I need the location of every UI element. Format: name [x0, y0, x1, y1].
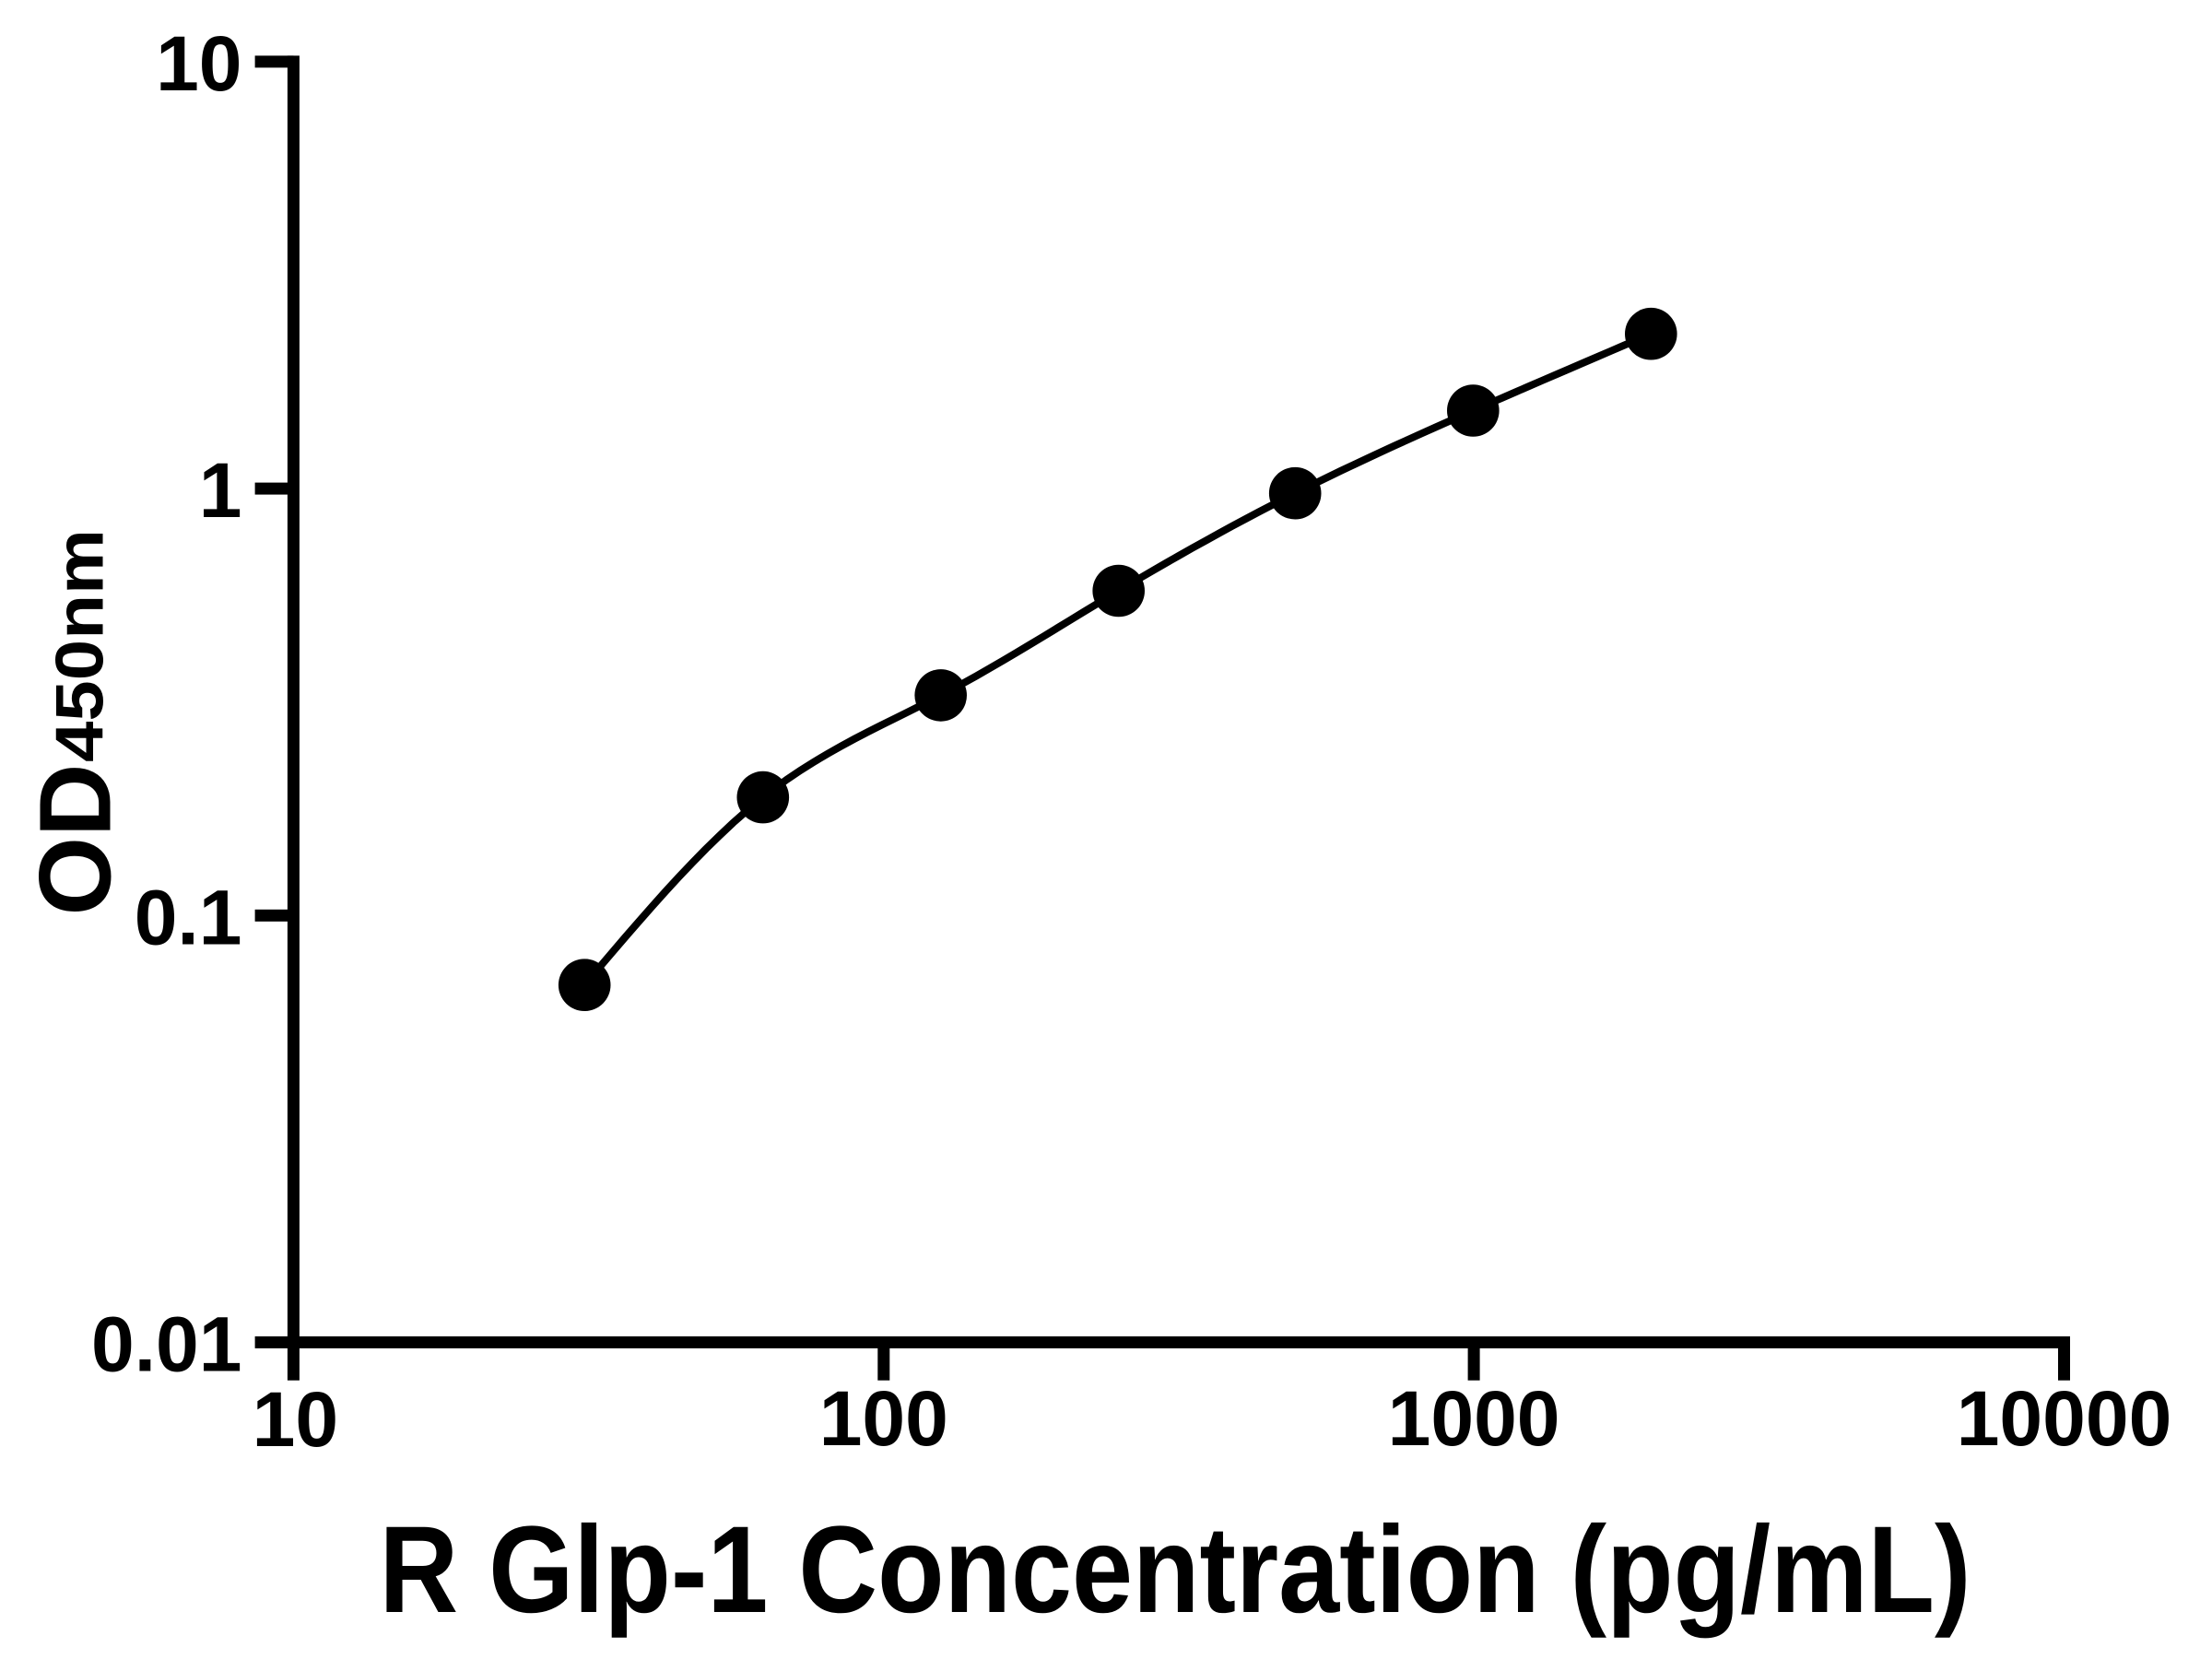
svg-text:100: 100 — [819, 1375, 948, 1462]
svg-text:1: 1 — [199, 447, 242, 534]
svg-text:1000: 1000 — [1388, 1375, 1560, 1462]
svg-text:450nm: 450nm — [43, 529, 118, 762]
svg-text:R Glp-1 Concentration (pg/mL): R Glp-1 Concentration (pg/mL) — [380, 1501, 1971, 1639]
svg-text:OD: OD — [19, 764, 133, 916]
svg-text:0.1: 0.1 — [135, 874, 242, 960]
svg-text:10000: 10000 — [1957, 1375, 2172, 1462]
svg-text:10: 10 — [156, 20, 241, 107]
svg-text:0.01: 0.01 — [91, 1301, 242, 1388]
svg-text:10: 10 — [253, 1376, 338, 1463]
